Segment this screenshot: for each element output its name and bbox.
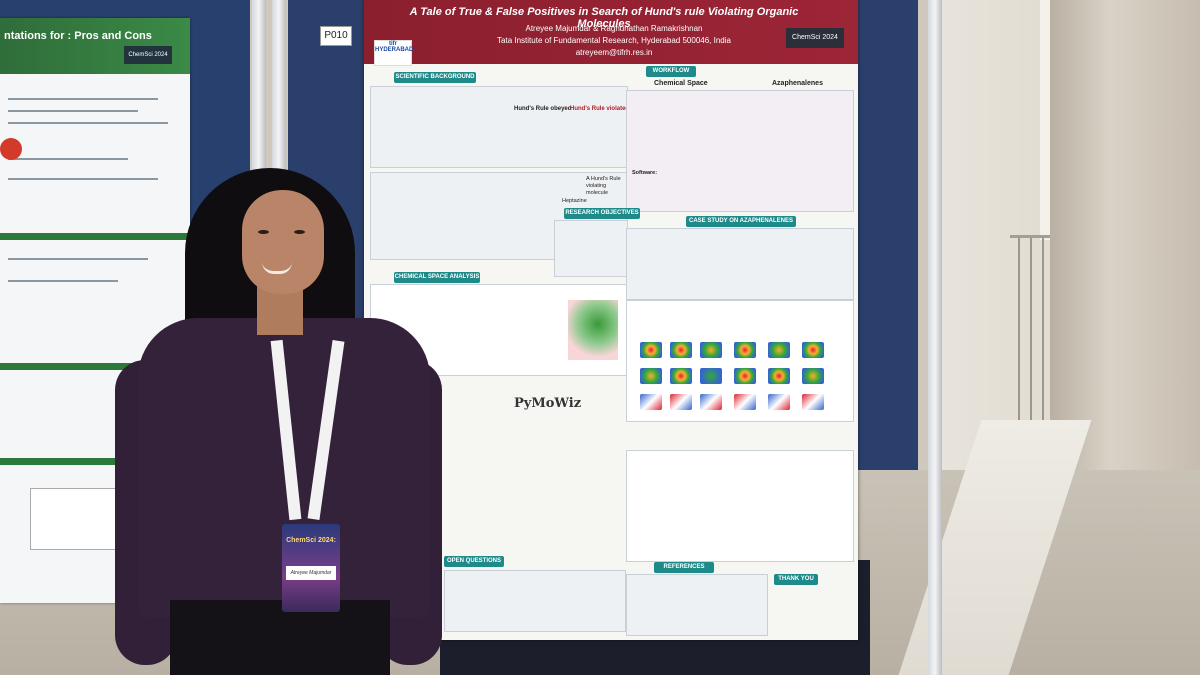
workflow-chem-space: Chemical Space <box>654 80 708 87</box>
poster-header <box>364 0 858 64</box>
poster-event-badge: ChemSci 2024 <box>786 28 844 48</box>
heptazine-label: Heptazine <box>562 198 587 204</box>
section-references: REFERENCES <box>654 562 714 573</box>
section-workflow: WORKFLOW <box>646 66 696 77</box>
section-scientific-background: SCIENTIFIC BACKGROUND <box>394 72 476 83</box>
section-research-objectives: RESEARCH OBJECTIVES <box>564 208 640 219</box>
tifr-logo: tifr HYDERABAD <box>374 40 413 66</box>
board-number-tag: P010 <box>320 26 352 46</box>
energy-table-panel <box>626 450 854 562</box>
person-face <box>242 190 324 294</box>
section-open-questions: OPEN QUESTIONS <box>444 556 504 567</box>
left-poster-badge: ChemSci 2024 <box>124 46 172 64</box>
poster-title: A Tale of True & False Positives in Sear… <box>409 6 799 30</box>
person-smile <box>262 262 292 274</box>
stand-pole <box>928 0 942 675</box>
badge-event-name: ChemSci 2024: <box>286 537 336 544</box>
poster-email: atreyeem@tifrh.res.in <box>575 48 653 57</box>
background-panel <box>370 86 628 168</box>
poster-authors: Atreyee Majumdar & Raghunathan Ramakrish… <box>525 24 703 33</box>
plot-thumbnail <box>30 488 122 550</box>
hund-violated-label: Hund's Rule violated <box>570 106 630 112</box>
section-case-study: CASE STUDY ON AZAPHENALENES <box>686 216 796 227</box>
section-chemical-space-analysis: CHEMICAL SPACE ANALYSIS <box>394 272 480 283</box>
software-label: Software: <box>632 170 658 176</box>
case-study-panel <box>626 228 854 300</box>
open-questions-panel <box>444 570 626 632</box>
section-thank-you: THANK YOU <box>774 574 818 585</box>
main-poster: A Tale of True & False Positives in Sear… <box>364 0 858 640</box>
pymowiz-logo: PyMoWiz <box>514 396 582 411</box>
workflow-azaphenalenes: Azaphenalenes <box>772 80 823 87</box>
badge-attendee-name: Atreyee Majumdar <box>286 566 336 580</box>
hund-violating-label: A Hund's Rule violating molecule <box>586 176 621 196</box>
poster-institution: Tata Institute of Fundamental Research, … <box>497 36 731 45</box>
hund-obeyed-label: Hund's Rule obeyed <box>514 106 572 112</box>
references-panel <box>626 574 768 636</box>
scatter-plot <box>568 300 618 360</box>
person-pants <box>170 600 390 675</box>
objectives-panel <box>554 220 628 277</box>
left-poster-title: ntations for : Pros and Cons <box>4 30 152 42</box>
workflow-panel <box>626 90 854 212</box>
red-logo <box>0 138 22 160</box>
